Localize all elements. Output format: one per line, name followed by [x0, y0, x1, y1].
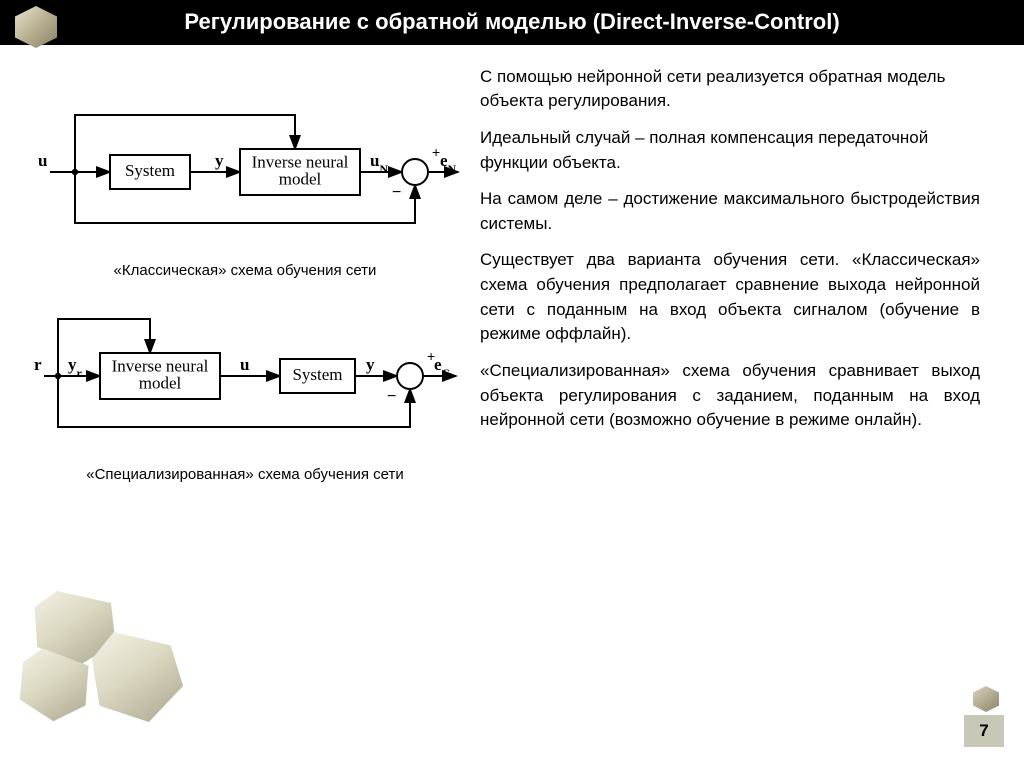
- caption-classical: «Классическая» схема обучения сети: [114, 262, 377, 279]
- diagrams-column: SystemInverse neuralmodel+−uyuNeN «Класс…: [10, 65, 480, 503]
- svg-text:System: System: [125, 161, 175, 180]
- diagram-specialized: Inverse neuralmodelSystem+−ryruyeC: [30, 299, 460, 454]
- para-2: Идеальный случай – полная компенсация пе…: [480, 126, 980, 175]
- para-4: Существует два варианта обучения сети. «…: [480, 248, 980, 347]
- content-area: SystemInverse neuralmodel+−uyuNeN «Класс…: [0, 45, 1024, 503]
- caption-specialized: «Специализированная» схема обучения сети: [86, 466, 404, 483]
- svg-text:r: r: [34, 355, 42, 374]
- decor-cube-top-left: [15, 6, 57, 48]
- svg-text:y: y: [215, 151, 224, 170]
- decor-cube-bottom-right: [973, 686, 999, 712]
- svg-text:model: model: [279, 169, 322, 188]
- diagram-classical: SystemInverse neuralmodel+−uyuNeN: [30, 95, 460, 250]
- svg-text:−: −: [387, 388, 396, 405]
- svg-text:+: +: [432, 144, 440, 160]
- para-3: На самом деле – достижение макси­мальног…: [480, 187, 980, 236]
- para-5: «Специализированная» схема обучения срав…: [480, 359, 980, 433]
- svg-text:u: u: [38, 151, 47, 170]
- slide-title: Регулирование с обратной моделью (Direct…: [0, 0, 1024, 45]
- svg-text:System: System: [292, 365, 342, 384]
- para-1: С помощью нейронной сети реализуется обр…: [480, 65, 980, 114]
- page-number: 7: [964, 715, 1004, 747]
- decor-cubes-bottom-left: [10, 577, 190, 737]
- svg-text:model: model: [139, 373, 182, 392]
- svg-text:u: u: [240, 355, 249, 374]
- text-column: С помощью нейронной сети реализуется обр…: [480, 65, 980, 503]
- svg-text:−: −: [392, 184, 401, 201]
- svg-text:y: y: [366, 355, 375, 374]
